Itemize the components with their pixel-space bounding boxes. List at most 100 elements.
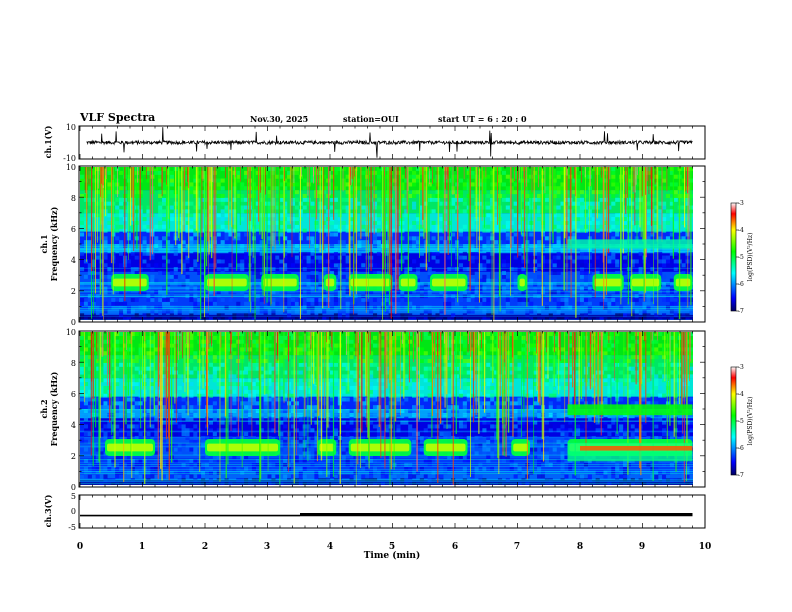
spectrogram-cell	[455, 247, 460, 252]
spectrogram-cell	[341, 420, 346, 425]
spectrogram-cell	[119, 362, 124, 367]
spectrogram-cell	[341, 167, 346, 172]
spectrogram-cell	[572, 224, 577, 229]
spectrogram-cell	[247, 224, 253, 229]
spectrogram-cell	[630, 317, 635, 320]
spectrogram-cell	[220, 317, 225, 320]
spectrogram-cell	[583, 228, 589, 233]
spectrogram-cell	[501, 197, 506, 202]
spectrogram-cell	[232, 259, 237, 264]
spectrogram-cell	[99, 393, 104, 398]
spectrogram-cell	[322, 339, 327, 344]
spectrogram-cell	[345, 362, 350, 367]
spectrogram-cell	[603, 220, 608, 225]
spectrogram-cell	[80, 186, 85, 191]
spectrogram-cell	[220, 270, 225, 275]
spectrogram-cell	[306, 428, 311, 433]
spectrogram-cell	[509, 178, 514, 183]
band-core	[263, 278, 297, 287]
spectrogram-cell	[99, 466, 104, 471]
spectrogram-cell	[318, 412, 323, 417]
spectrogram-cell	[486, 278, 491, 283]
spectrogram-cell	[548, 247, 553, 252]
spectrogram-cell	[322, 301, 327, 306]
spectrogram-cell	[564, 297, 569, 302]
spectrogram-cell	[119, 335, 124, 340]
spectrogram-cell	[673, 317, 678, 320]
spectrogram-cell	[599, 190, 604, 195]
spectrogram-cell	[294, 217, 299, 222]
spectrogram-cell	[290, 409, 296, 414]
spectrogram-cell	[697, 206, 701, 210]
spectrogram-cell	[287, 305, 292, 310]
spectrogram-cell	[197, 358, 202, 363]
spectrogram-cell	[302, 443, 307, 448]
spectrogram-cell	[263, 401, 268, 406]
spectrogram-cell	[224, 213, 229, 218]
spectrogram-cell	[580, 217, 585, 222]
spectrogram-cell	[244, 197, 249, 202]
spectrogram-cell	[447, 290, 452, 295]
spectrogram-cell	[115, 382, 120, 387]
spectrogram-cell	[349, 309, 354, 314]
spectrogram-cell	[83, 339, 89, 344]
spectrogram-cell	[365, 409, 370, 414]
spectrogram-cell	[220, 193, 225, 198]
spectrogram-cell	[255, 459, 260, 464]
spectrogram-cell	[607, 309, 612, 314]
spectrogram-cell	[236, 301, 241, 306]
spectrogram-cell	[404, 213, 409, 218]
spectrogram-cell	[591, 247, 596, 252]
spectrogram-cell	[267, 190, 272, 195]
spectrogram-cell	[87, 317, 92, 320]
spectrogram-cell	[165, 240, 171, 245]
spectrogram-cell	[103, 370, 108, 375]
spectrogram-cell	[220, 393, 225, 398]
spectrogram-cell	[189, 339, 194, 344]
spectrogram-cell	[169, 190, 174, 195]
spectrogram-cell	[669, 217, 674, 222]
spectrogram-cell	[400, 270, 405, 275]
spectrogram-cell	[119, 401, 124, 406]
spectrogram-cell	[251, 217, 256, 222]
spectrogram-cell	[611, 217, 616, 222]
ch1-spectrogram-panel: 0 2 4 6 8 10 ch.1 Frequency (kHz) -3 -4 …	[39, 163, 754, 327]
spectrogram-cell	[306, 343, 311, 348]
spectrogram-cell	[388, 240, 393, 245]
spectrogram-cell	[318, 424, 323, 429]
spectrogram-cell	[412, 317, 417, 320]
spectrogram-cell	[208, 317, 214, 320]
spectrogram-cell	[181, 432, 186, 437]
spectrogram-cell	[251, 339, 256, 344]
ch1-waveform-ticks	[79, 126, 706, 159]
spectrogram-cell	[130, 385, 135, 390]
spectrogram-cell	[595, 247, 600, 252]
spectrogram-cell	[697, 263, 701, 267]
spectrogram-cell	[349, 190, 354, 195]
spectrogram-cell	[119, 347, 124, 352]
spectrogram-cell	[115, 228, 120, 233]
spectrogram-cell	[146, 385, 151, 390]
spectrogram-cell	[275, 482, 280, 485]
spectrogram-cell	[208, 263, 214, 268]
spectrogram-cell	[193, 351, 198, 356]
spectrogram-cell	[275, 301, 280, 306]
spectrogram-cell	[244, 385, 249, 390]
spectrogram-cell	[400, 182, 405, 187]
spectrogram-cell	[693, 259, 697, 263]
spectrogram-cell	[376, 167, 381, 172]
spectrogram-cell	[330, 382, 335, 387]
spectrogram-cell	[185, 186, 190, 191]
spectrogram-cell	[290, 439, 296, 444]
spectrogram-cell	[267, 244, 272, 249]
spectrogram-cell	[263, 339, 268, 344]
spectrogram-cell	[630, 220, 635, 225]
spectrogram-cell	[408, 174, 413, 179]
spectrogram-cell	[404, 313, 409, 318]
spectrogram-cell	[517, 297, 522, 302]
spectrogram-cell	[216, 178, 221, 183]
spectrogram-cell	[279, 182, 284, 187]
spectrogram-cell	[392, 313, 397, 318]
spectrogram-cell	[615, 217, 620, 222]
spectrogram-cell	[275, 378, 280, 383]
